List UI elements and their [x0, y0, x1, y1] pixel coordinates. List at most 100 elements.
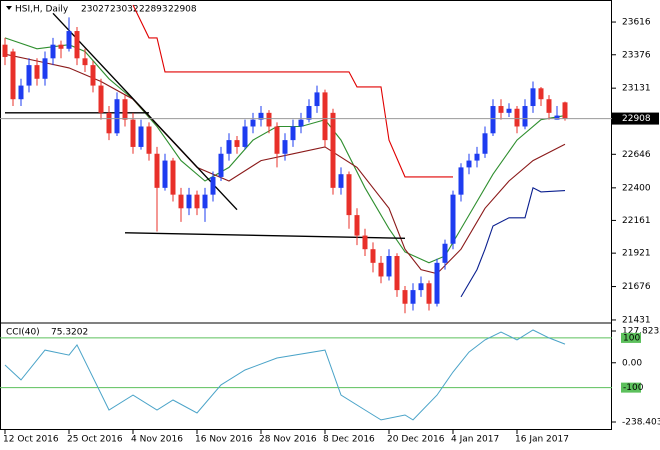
candle-body: [106, 112, 112, 134]
candle-body: [34, 65, 40, 79]
high-value: 23032: [110, 5, 139, 15]
y-tick-label: 0.00: [622, 358, 642, 368]
candle-body: [202, 194, 208, 209]
y-tick-label: 22161: [622, 216, 651, 226]
y-tick-label: 127.8232: [622, 327, 660, 337]
candle-body: [2, 44, 8, 57]
candle-body: [378, 262, 384, 277]
x-tick-label: 4 Jan 2017: [451, 435, 499, 445]
level-tag: [621, 382, 641, 393]
candle-body: [458, 167, 464, 195]
candle-body: [266, 112, 272, 127]
y-tick-label: 22400: [622, 183, 651, 193]
candle-body: [122, 99, 128, 120]
candle-body: [370, 249, 376, 263]
candle-body: [362, 235, 368, 250]
candle-body: [26, 65, 32, 86]
candle-body: [562, 102, 568, 119]
chart-title: HSI,H, Daily: [15, 5, 69, 15]
level-label: 100: [623, 333, 640, 343]
cci-line: [4, 329, 566, 421]
cci-value: 75.3202: [51, 328, 88, 338]
candle-body: [514, 108, 520, 127]
candle-body: [58, 44, 64, 49]
indicator-line: [124, 232, 406, 239]
candle-body: [74, 31, 80, 59]
low-value: 22893: [139, 5, 168, 15]
candle-body: [466, 160, 472, 168]
candle-body: [234, 140, 240, 147]
candle-body: [434, 262, 440, 304]
y-tick-label: 23131: [622, 84, 651, 94]
candle-body: [386, 256, 392, 277]
price-tag: [612, 112, 659, 125]
y-tick-label: 21921: [622, 249, 651, 259]
cci-title: CCI(40): [6, 328, 40, 338]
candle-body: [306, 106, 312, 120]
x-tick-label: 20 Dec 2016: [387, 435, 445, 445]
candle-body: [242, 126, 248, 147]
frame: [0, 0, 612, 430]
candle-body: [546, 99, 552, 113]
candle-body: [90, 65, 96, 86]
indicator-line: [132, 4, 453, 178]
candle-body: [530, 88, 536, 107]
y-tick-label: 23376: [622, 50, 651, 60]
candle-body: [290, 126, 296, 141]
candle-body: [354, 215, 360, 236]
level-label: -100: [623, 383, 644, 393]
close-value: 22908: [168, 5, 197, 15]
candle-body: [346, 174, 352, 216]
candle-body: [226, 140, 232, 154]
candle-body: [82, 58, 88, 66]
candle-body: [194, 194, 200, 209]
candle-body: [314, 92, 320, 107]
candle-body: [538, 88, 544, 100]
candle-body: [130, 119, 136, 147]
candle-body: [186, 194, 192, 209]
candle-body: [146, 126, 152, 154]
candle-body: [474, 153, 480, 161]
candle-body: [554, 115, 560, 120]
x-tick-label: 16 Jan 2017: [515, 435, 569, 445]
y-tick-label: 22646: [622, 150, 651, 160]
candle-body: [338, 174, 344, 188]
candle-body: [394, 256, 400, 291]
x-tick-label: 25 Oct 2016: [67, 435, 123, 445]
candle-body: [410, 290, 416, 304]
candle-body: [42, 58, 48, 79]
candle-body: [498, 106, 504, 113]
indicator-line: [460, 186, 566, 298]
candle-body: [170, 160, 176, 195]
candle-body: [250, 119, 256, 127]
candle-body: [66, 31, 72, 49]
candle-body: [162, 160, 168, 188]
menu-icon: [6, 6, 12, 10]
y-tick-label: 23616: [622, 18, 651, 28]
level-tag: [621, 332, 641, 343]
candle-body: [218, 153, 224, 177]
y-tick-label: 21676: [622, 282, 651, 292]
price-tag-label: 22908: [622, 114, 651, 124]
candle-body: [138, 126, 144, 147]
y-tick-label: 21431: [622, 315, 651, 325]
candle-body: [522, 106, 528, 127]
candle-body: [442, 243, 448, 263]
x-tick-label: 12 Oct 2016: [3, 435, 59, 445]
open-value: 23027: [81, 5, 110, 15]
x-tick-label: 4 Nov 2016: [131, 435, 183, 445]
candle-body: [490, 106, 496, 134]
candle-body: [154, 153, 160, 188]
candle-body: [274, 126, 280, 154]
candle-body: [10, 51, 16, 100]
candle-body: [506, 108, 512, 113]
candle-body: [98, 85, 104, 113]
candle-body: [450, 194, 456, 244]
candle-body: [402, 290, 408, 304]
candle-body: [114, 99, 120, 134]
candle-body: [258, 112, 264, 120]
x-tick-label: 8 Dec 2016: [323, 435, 375, 445]
candle-body: [330, 112, 336, 188]
candle-body: [210, 176, 216, 195]
